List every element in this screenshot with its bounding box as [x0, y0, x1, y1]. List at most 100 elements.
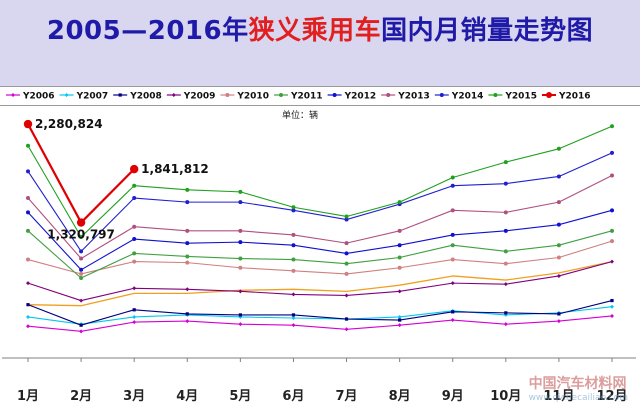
point-y2008	[185, 312, 189, 316]
point-y2011	[132, 251, 137, 256]
point-y2010	[344, 271, 349, 276]
point-y2010	[556, 255, 561, 260]
point-y2014	[291, 208, 296, 213]
point-y2013	[238, 228, 243, 233]
point-y2009	[79, 298, 84, 303]
point-y2014	[610, 150, 614, 155]
series-line-y2008	[27, 300, 613, 326]
point-y2006	[291, 323, 296, 328]
x-tick-label: 2月	[70, 389, 92, 404]
point-y2008	[610, 298, 614, 303]
legend-marker-y2011	[279, 93, 283, 97]
legend-label-y2013: Y2013	[397, 92, 430, 102]
point-y2012	[397, 243, 402, 248]
point-y2014	[79, 249, 84, 254]
series-line-y2011	[27, 230, 613, 279]
series-line-y2007	[27, 306, 613, 325]
point-y2016	[23, 119, 33, 129]
extra-series-line	[27, 260, 613, 307]
point-y2013	[503, 210, 508, 215]
point-y2006	[185, 319, 190, 324]
point-y2014	[344, 217, 349, 222]
series-line-y2006	[27, 315, 613, 332]
legend-label-y2009: Y2009	[183, 92, 216, 102]
point-y2011	[26, 228, 30, 233]
x-tick-label: 8月	[389, 389, 411, 404]
point-y2007	[291, 316, 296, 321]
point-y2010	[185, 260, 190, 265]
point-y2009	[450, 281, 455, 286]
point-y2007	[26, 314, 30, 319]
series-line-y2014	[27, 152, 613, 252]
legend-label-y2006: Y2006	[22, 92, 55, 102]
data-label: 2,280,824	[35, 117, 103, 131]
point-y2010	[450, 257, 455, 262]
x-tick-label: 5月	[229, 389, 251, 404]
point-y2013	[450, 208, 455, 213]
point-y2011	[610, 228, 614, 233]
data-label: 1,320,797	[47, 228, 115, 242]
title-part-3: 国内月销量走势图	[381, 16, 594, 46]
point-y2007	[397, 314, 402, 319]
point-y2008	[26, 303, 30, 307]
point-y2012	[503, 228, 508, 233]
point-y2015	[344, 214, 349, 219]
point-y2013	[344, 241, 349, 246]
point-y2006	[503, 322, 508, 327]
point-y2006	[556, 319, 561, 324]
point-y2010	[610, 239, 614, 244]
series-line-y2010	[27, 240, 613, 275]
point-y2009	[610, 259, 614, 264]
point-y2013	[132, 224, 137, 229]
point-y2009	[291, 292, 296, 297]
point-y2012	[26, 210, 30, 215]
point-y2009	[556, 273, 561, 278]
point-y2015	[610, 124, 614, 129]
point-y2015	[185, 187, 190, 192]
point-y2015	[556, 146, 561, 151]
point-y2012	[610, 208, 614, 213]
point-y2015	[26, 143, 30, 148]
legend-marker-y2015	[493, 93, 498, 97]
point-y2010	[503, 261, 508, 266]
x-tick-label: 7月	[336, 389, 358, 404]
x-tick-label: 12月	[596, 389, 627, 404]
point-y2014	[26, 169, 30, 174]
series-line-y2009	[27, 261, 613, 302]
legend-label-y2008: Y2008	[129, 92, 162, 102]
legend-marker-y2016	[546, 92, 552, 98]
legend-marker-y2014	[439, 93, 444, 97]
point-y2010	[79, 271, 84, 276]
point-y2014	[556, 174, 561, 179]
point-y2011	[397, 255, 402, 260]
point-y2009	[132, 286, 137, 291]
point-y2015	[503, 160, 508, 165]
point-y2013	[26, 196, 30, 201]
series-line-y2015	[27, 125, 613, 238]
legend-label-y2011: Y2011	[290, 92, 323, 102]
point-y2008	[504, 311, 508, 315]
point-y2012	[450, 232, 455, 237]
point-y2015	[291, 205, 296, 210]
x-tick-label: 4月	[176, 389, 198, 404]
point-y2011	[291, 257, 296, 262]
point-y2006	[26, 324, 30, 329]
legend-marker-y2007	[64, 93, 69, 97]
point-y2008	[344, 317, 349, 321]
point-y2012	[344, 251, 349, 256]
point-y2014	[132, 196, 137, 201]
legend-label-y2012: Y2012	[344, 92, 377, 102]
point-y2010	[26, 257, 30, 262]
title-band: 2005—2016年狭义乘用车国内月销量走势图	[0, 0, 640, 86]
point-y2009	[503, 282, 508, 287]
point-y2006	[610, 313, 614, 318]
x-tick-label: 11月	[543, 389, 574, 404]
point-y2011	[185, 254, 190, 259]
title-part-2: 狭义乘用车	[248, 16, 382, 46]
point-y2012	[556, 222, 561, 227]
point-y2012	[238, 240, 243, 245]
point-y2014	[450, 183, 455, 188]
legend-marker-y2006	[11, 93, 15, 97]
point-y2009	[397, 289, 402, 294]
